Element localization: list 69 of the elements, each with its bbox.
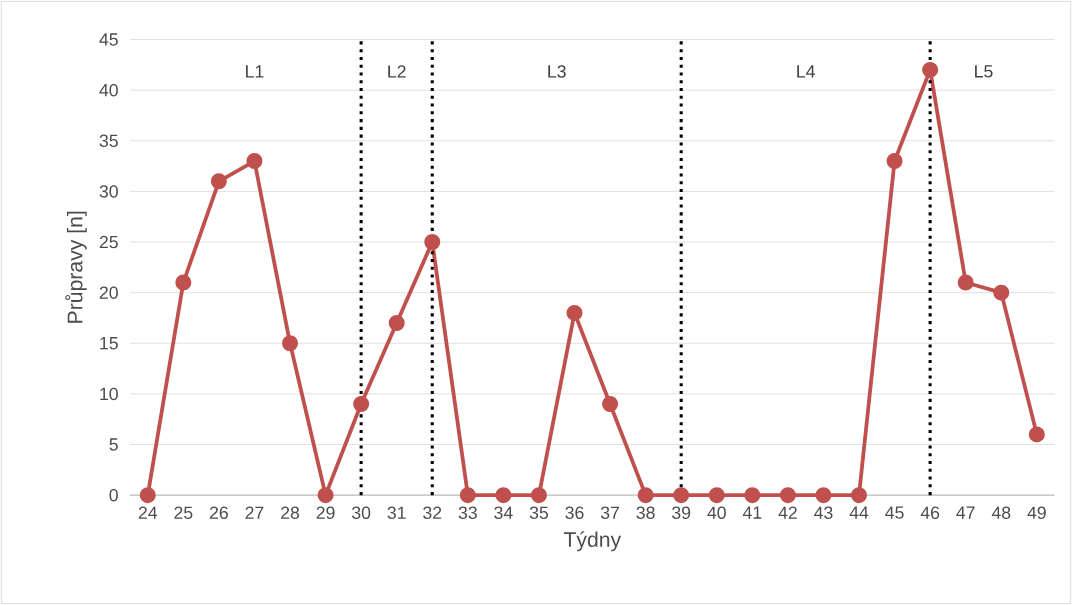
y-tick-label: 20 xyxy=(99,286,118,299)
x-tick-label: 42 xyxy=(778,506,797,519)
point xyxy=(993,284,1010,301)
point xyxy=(708,487,725,504)
point xyxy=(317,487,334,504)
point xyxy=(353,396,370,413)
point xyxy=(922,61,939,78)
point xyxy=(744,487,761,504)
point xyxy=(886,153,903,170)
x-tick-label: 25 xyxy=(174,506,193,520)
point xyxy=(246,153,263,170)
point xyxy=(1028,426,1045,443)
point xyxy=(139,487,156,504)
x-tick-label: 35 xyxy=(529,506,549,520)
x-tick-label: 47 xyxy=(956,506,975,519)
x-tick-label: 33 xyxy=(458,506,477,520)
y-tick-label: 25 xyxy=(99,235,118,249)
point xyxy=(850,487,868,504)
point xyxy=(459,487,476,504)
point xyxy=(495,487,512,504)
x-tick-label: 46 xyxy=(920,506,940,520)
point xyxy=(815,487,832,504)
x-tick-label: 29 xyxy=(316,506,335,520)
annotation: L3 xyxy=(548,65,566,78)
x-tick-label: 39 xyxy=(672,506,691,520)
point xyxy=(637,487,654,504)
point xyxy=(566,304,583,321)
y-tick-label: 15 xyxy=(100,337,118,350)
x-tick-label: 36 xyxy=(565,506,584,520)
x-tick-label: 32 xyxy=(423,506,442,520)
point xyxy=(282,335,299,352)
x-axis-title: Týdny xyxy=(563,531,622,552)
point xyxy=(388,315,405,332)
x-tick-label: 24 xyxy=(138,506,158,519)
point xyxy=(175,274,192,291)
y-tick-label: 10 xyxy=(100,387,118,401)
x-tick-label: 28 xyxy=(281,506,300,520)
annotation: L2 xyxy=(388,65,406,78)
annotation: L5 xyxy=(975,65,993,78)
y-axis-title: Průpravy [n] xyxy=(65,211,87,323)
x-tick-label: 43 xyxy=(814,506,833,520)
y-tick-label: 35 xyxy=(99,134,118,148)
point xyxy=(424,234,441,251)
x-tick-label: 41 xyxy=(742,506,762,519)
annotation: L1 xyxy=(246,65,264,78)
y-tick-label: 5 xyxy=(109,438,118,451)
point xyxy=(210,173,227,190)
x-tick-label: 30 xyxy=(351,506,371,520)
x-tick-label: 49 xyxy=(1027,506,1046,520)
y-tick-label: 30 xyxy=(99,185,118,198)
x-tick-label: 27 xyxy=(245,506,264,519)
x-tick-label: 26 xyxy=(209,506,228,520)
y-tick-label: 0 xyxy=(109,488,118,502)
point xyxy=(779,487,796,504)
point xyxy=(530,487,547,504)
x-tick-label: 48 xyxy=(991,506,1011,520)
y-tick-label: 40 xyxy=(99,83,118,97)
point xyxy=(602,396,619,413)
x-tick-label: 37 xyxy=(600,506,619,520)
y-tick-label: 45 xyxy=(99,33,118,46)
x-tick-label: 38 xyxy=(636,506,655,520)
point xyxy=(673,487,690,504)
x-tick-label: 44 xyxy=(849,506,869,519)
x-tick-label: 40 xyxy=(707,506,726,520)
x-tick-label: 34 xyxy=(494,506,513,520)
x-tick-label: 31 xyxy=(387,506,406,520)
x-tick-label: 45 xyxy=(885,506,904,519)
point xyxy=(957,274,974,291)
annotation: L4 xyxy=(797,65,815,78)
